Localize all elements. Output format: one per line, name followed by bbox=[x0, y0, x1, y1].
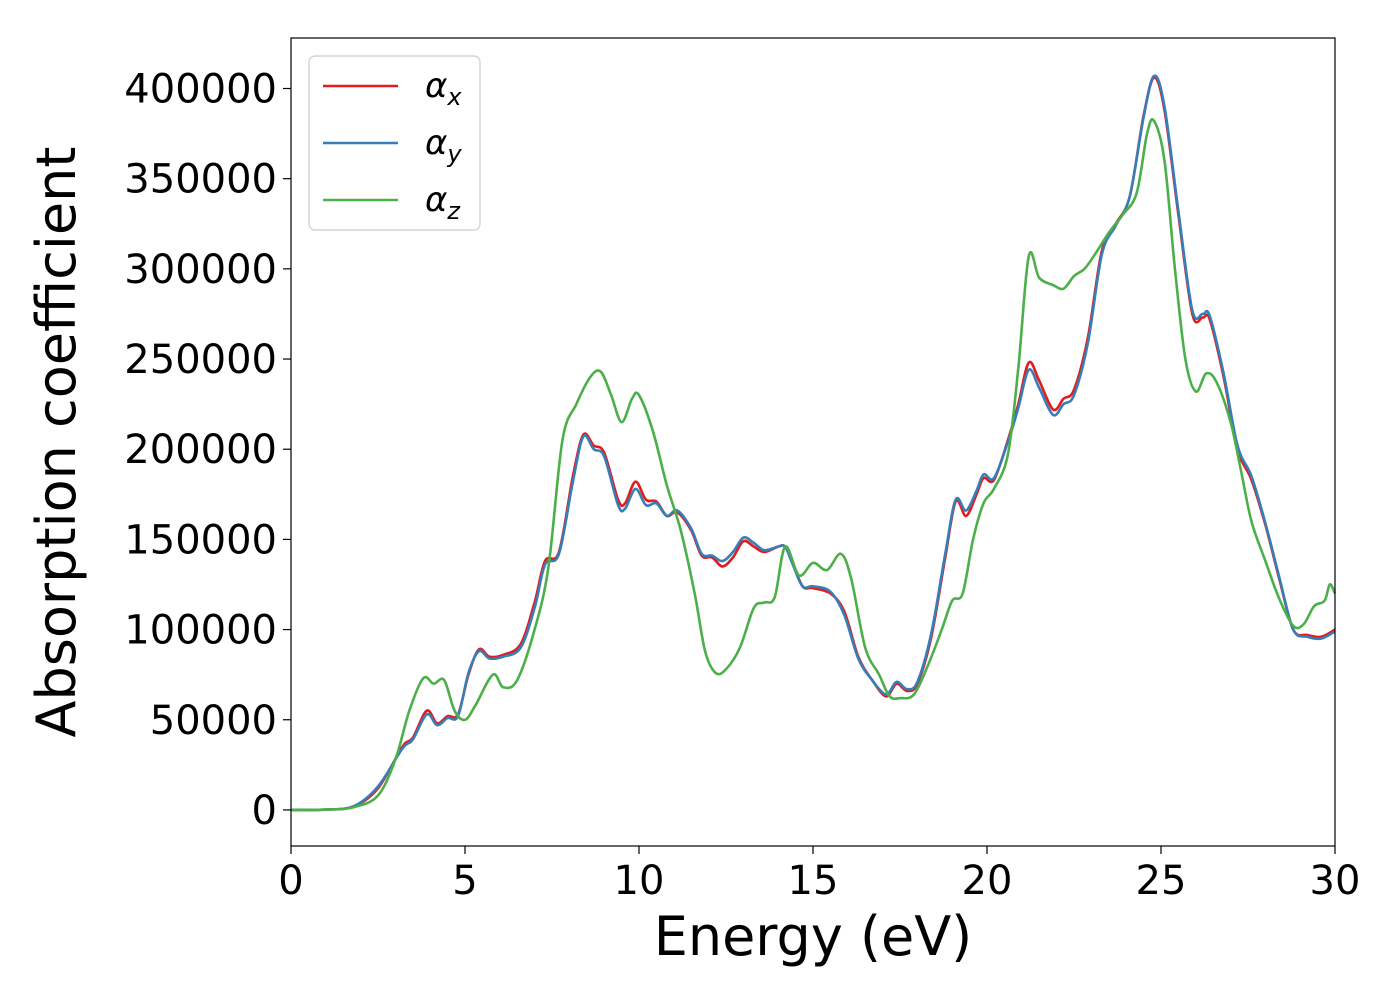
x-axis-ticks: 0 5 10 15 20 25 30 bbox=[278, 846, 1360, 904]
y-tick-label: 150000 bbox=[124, 517, 277, 563]
y-tick-label: 0 bbox=[252, 788, 277, 834]
y-tick-label: 250000 bbox=[124, 337, 277, 383]
x-tick-label: 15 bbox=[788, 858, 839, 904]
legend: αx αy αz bbox=[308, 55, 481, 231]
y-tick-label: 350000 bbox=[124, 157, 277, 203]
series-line-z bbox=[290, 118, 1337, 812]
y-axis-ticks: 0 50000 100000 150000 200000 250000 300000 3500… bbox=[124, 67, 291, 834]
x-tick-label: 5 bbox=[452, 858, 477, 904]
y-axis-title: Absorption coefficient bbox=[25, 147, 88, 738]
x-tick-label: 25 bbox=[1136, 858, 1187, 904]
x-tick-label: 0 bbox=[278, 858, 303, 904]
legend-label-x: αx bbox=[425, 66, 462, 111]
x-tick-label: 10 bbox=[614, 858, 665, 904]
y-tick-label: 50000 bbox=[150, 698, 277, 744]
legend-label-z: αz bbox=[425, 180, 461, 225]
y-tick-label: 300000 bbox=[124, 247, 277, 293]
legend-label-y: αy bbox=[425, 123, 462, 168]
y-tick-label: 200000 bbox=[124, 427, 277, 473]
x-tick-label: 30 bbox=[1310, 858, 1361, 904]
x-tick-label: 20 bbox=[962, 858, 1013, 904]
series-line-y bbox=[290, 74, 1336, 812]
y-tick-label: 400000 bbox=[124, 67, 277, 113]
x-axis-title: Energy (eV) bbox=[654, 905, 973, 968]
plot-lines bbox=[290, 74, 1337, 812]
y-tick-label: 100000 bbox=[124, 608, 277, 654]
